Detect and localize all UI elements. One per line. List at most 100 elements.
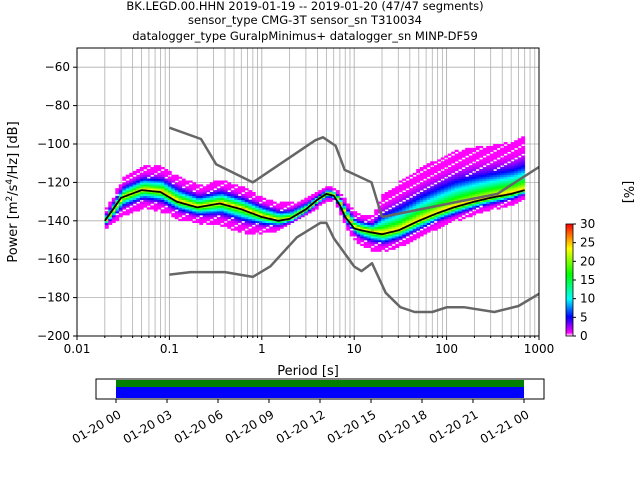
psd-cell: [195, 197, 200, 200]
psd-cell: [398, 236, 403, 239]
psd-cell: [458, 172, 463, 176]
psd-cell: [209, 209, 214, 212]
psd-cell: [185, 216, 190, 220]
psd-cell: [479, 190, 484, 193]
psd-cell: [132, 193, 137, 197]
psd-cell: [510, 161, 515, 164]
psd-cell: [129, 199, 134, 202]
psd-cell: [444, 220, 449, 224]
psd-cell: [482, 176, 487, 179]
psd-cell: [234, 192, 239, 195]
psd-cell: [486, 157, 491, 160]
psd-cell: [384, 211, 389, 214]
psd-cell: [433, 193, 438, 197]
psd-cell: [489, 197, 494, 200]
psd-cell: [118, 207, 123, 210]
psd-cell: [384, 228, 389, 231]
y-tick-label: −120: [37, 175, 70, 189]
psd-cell: [458, 203, 463, 206]
psd-cell: [248, 190, 253, 193]
psd-cell: [360, 216, 365, 220]
psd-cell: [472, 163, 477, 166]
psd-cell: [419, 211, 424, 214]
psd-cell: [241, 193, 246, 197]
psd-cell: [433, 215, 438, 218]
psd-cell: [167, 170, 172, 174]
psd-cell: [405, 218, 410, 222]
x-tick-label: 100: [435, 342, 458, 356]
psd-cell: [150, 195, 155, 199]
psd-cell: [202, 186, 207, 189]
psd-cell: [206, 205, 211, 208]
psd-cell: [185, 205, 190, 208]
psd-cell: [185, 188, 190, 191]
psd-cell: [517, 199, 522, 202]
psd-cell: [451, 180, 456, 183]
psd-cell: [398, 205, 403, 208]
psd-cell: [346, 228, 351, 231]
psd-cell: [360, 236, 365, 239]
psd-cell: [244, 230, 249, 233]
psd-cell: [202, 213, 207, 216]
psd-cell: [171, 215, 176, 218]
psd-cell: [153, 188, 158, 191]
psd-cell: [192, 207, 197, 210]
psd-cell: [391, 247, 396, 250]
psd-cell: [248, 216, 253, 220]
psd-cell: [493, 176, 498, 179]
psd-cell: [160, 182, 165, 185]
psd-cell: [409, 203, 414, 206]
psd-cell: [255, 220, 260, 224]
psd-cell: [244, 211, 249, 214]
psd-cell: [111, 197, 116, 200]
psd-cell: [227, 224, 232, 227]
psd-cell: [353, 215, 358, 218]
psd-cell: [342, 218, 347, 222]
psd-cell: [510, 165, 515, 168]
psd-cell: [216, 216, 221, 220]
psd-cell: [251, 226, 256, 229]
y-tick-label: −100: [37, 137, 70, 151]
psd-cell: [388, 192, 393, 195]
psd-cell: [468, 199, 473, 202]
psd-cell: [416, 174, 421, 177]
psd-cell: [122, 207, 127, 210]
psd-cell: [185, 199, 190, 202]
psd-cell: [426, 184, 431, 187]
psd-cell: [507, 201, 512, 204]
psd-cell: [395, 234, 400, 237]
psd-cell: [220, 188, 225, 191]
psd-cell: [283, 201, 288, 204]
psd-cell: [409, 232, 414, 235]
psd-cell: [234, 190, 239, 193]
psd-cell: [342, 199, 347, 202]
psd-cell: [507, 159, 512, 162]
psd-cell: [458, 151, 463, 154]
psd-cell: [416, 211, 421, 214]
psd-cell: [160, 186, 165, 189]
psd-cell: [384, 197, 389, 200]
psd-cell: [517, 159, 522, 162]
psd-cell: [521, 180, 526, 183]
psd-cell: [489, 163, 494, 166]
y-tick-label: −200: [37, 329, 70, 343]
psd-cell: [146, 170, 151, 174]
psd-cell: [472, 165, 477, 168]
psd-cell: [269, 207, 274, 210]
psd-cell: [451, 165, 456, 168]
psd-cell: [507, 157, 512, 160]
psd-cell: [489, 176, 494, 179]
psd-cell: [479, 172, 484, 176]
psd-cell: [381, 240, 386, 243]
psd-cell: [199, 188, 204, 191]
psd-cell: [237, 224, 242, 227]
psd-cell: [461, 161, 466, 164]
psd-cell: [293, 216, 298, 220]
psd-cell: [391, 201, 396, 204]
psd-cell: [416, 213, 421, 216]
psd-cell: [325, 195, 330, 199]
psd-cell: [514, 145, 519, 149]
psd-cell: [454, 153, 459, 156]
psd-cell: [489, 180, 494, 183]
psd-cell: [209, 197, 214, 200]
